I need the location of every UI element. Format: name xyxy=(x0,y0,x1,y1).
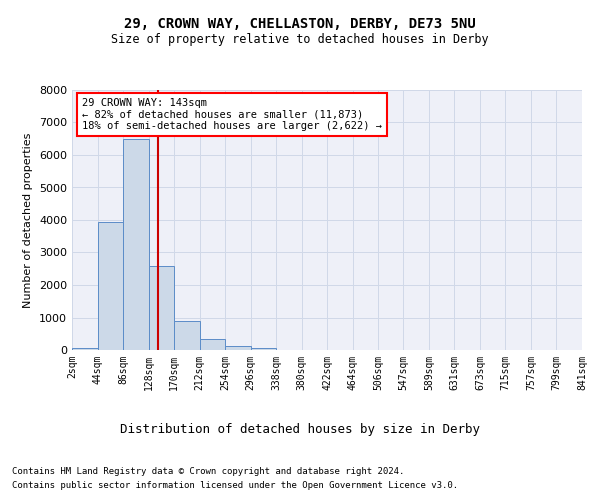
Bar xyxy=(174,321,200,350)
Text: Contains HM Land Registry data © Crown copyright and database right 2024.: Contains HM Land Registry data © Crown c… xyxy=(12,468,404,476)
Text: Contains public sector information licensed under the Open Government Licence v3: Contains public sector information licen… xyxy=(12,481,458,490)
Text: Distribution of detached houses by size in Derby: Distribution of detached houses by size … xyxy=(120,422,480,436)
Bar xyxy=(149,266,174,350)
Text: 29 CROWN WAY: 143sqm
← 82% of detached houses are smaller (11,873)
18% of semi-d: 29 CROWN WAY: 143sqm ← 82% of detached h… xyxy=(82,98,382,131)
Bar xyxy=(200,338,225,350)
Bar xyxy=(98,222,123,350)
Bar xyxy=(225,346,251,350)
Bar xyxy=(72,348,98,350)
Text: 29, CROWN WAY, CHELLASTON, DERBY, DE73 5NU: 29, CROWN WAY, CHELLASTON, DERBY, DE73 5… xyxy=(124,18,476,32)
Bar xyxy=(123,138,149,350)
Bar xyxy=(251,348,276,350)
Text: Size of property relative to detached houses in Derby: Size of property relative to detached ho… xyxy=(111,32,489,46)
Y-axis label: Number of detached properties: Number of detached properties xyxy=(23,132,34,308)
